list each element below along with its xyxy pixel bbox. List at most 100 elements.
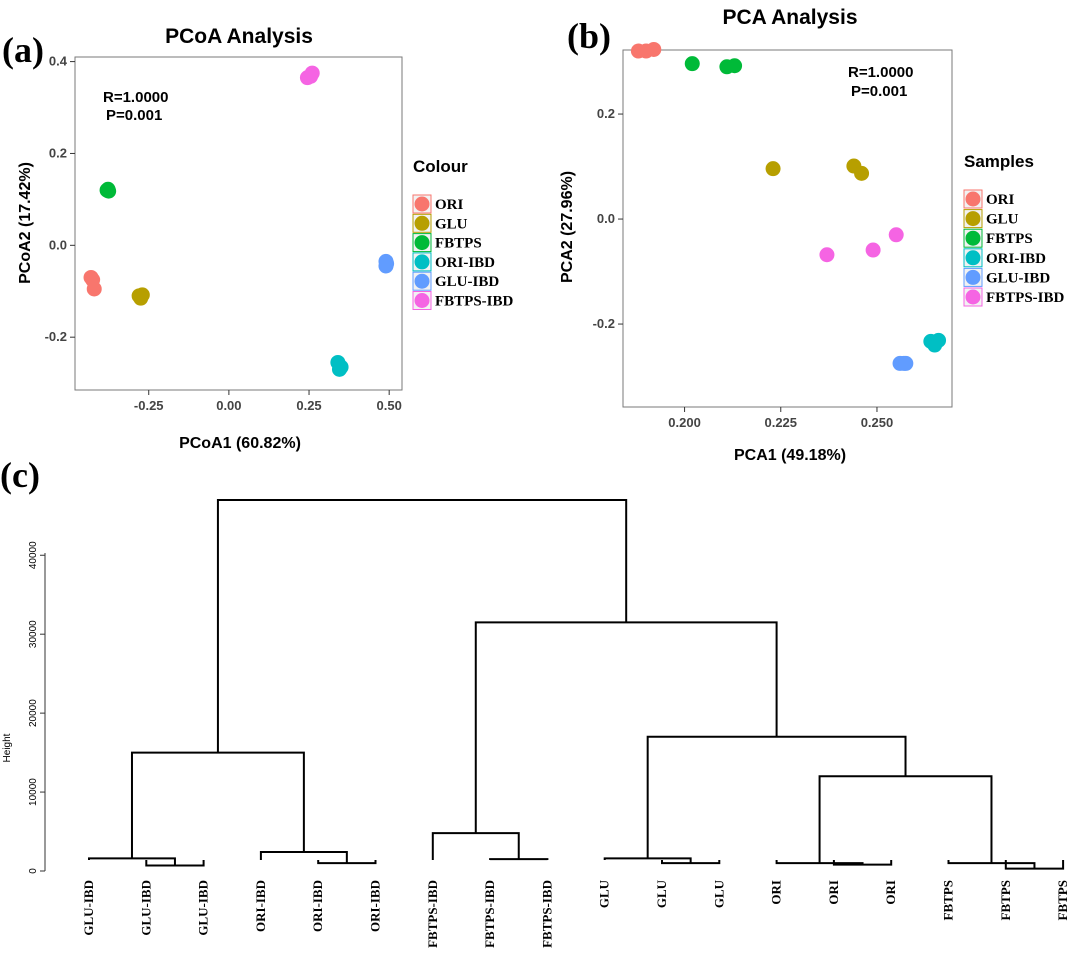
dendrogram-leaf-label: ORI-IBD bbox=[310, 880, 325, 932]
pcoa-legend-title: Colour bbox=[413, 157, 468, 176]
pcoa-point-fbtps bbox=[100, 181, 116, 197]
pcoa-point-ori-ibd bbox=[333, 359, 349, 375]
pcoa-legend-swatch-fbtps-ibd bbox=[414, 293, 430, 308]
pcoa-point-glu bbox=[133, 290, 149, 306]
pcoa-x-tick-label: 0.00 bbox=[216, 398, 241, 413]
pcoa-legend-label-fbtps: FBTPS bbox=[435, 236, 482, 252]
pca-chart: PCA Analysis 0.200 0.225 0.250 -0.2 0.0 0.2 R… bbox=[559, 6, 1065, 464]
pca-point-fbtps-ibd bbox=[865, 242, 881, 258]
dendrogram-link bbox=[216, 499, 628, 753]
pca-x-tick-label: 0.250 bbox=[861, 415, 894, 430]
dendrogram-link bbox=[646, 735, 907, 859]
pca-legend-label-glu: GLU bbox=[986, 212, 1019, 228]
pca-y-tick-label: -0.2 bbox=[593, 316, 615, 331]
pcoa-legend-label-glu: GLU bbox=[435, 216, 468, 232]
pcoa-y-axis-title: PCoA2 (17.42%) bbox=[17, 162, 34, 284]
pcoa-legend-swatch-ori bbox=[414, 196, 430, 212]
pcoa-chart: PCoA Analysis -0.25 0.00 0.25 0.50 -0.2 0.0 0.… bbox=[17, 25, 514, 452]
pcoa-marks: -0.25 0.00 0.25 0.50 -0.2 0.0 0.2 0.4 bbox=[45, 54, 402, 413]
dendrogram-leaf-label: ORI-IBD bbox=[253, 880, 268, 932]
dendrogram-link bbox=[130, 751, 305, 859]
pca-p-value: P=0.001 bbox=[851, 83, 907, 100]
dendrogram-y-tick-label: 20000 bbox=[28, 699, 39, 727]
pca-title: PCA Analysis bbox=[723, 6, 858, 29]
pcoa-legend-label-glu-ibd: GLU-IBD bbox=[435, 274, 499, 290]
dendrogram-y-tick-label: 30000 bbox=[28, 620, 39, 648]
dendrogram-y-tick-label: 40000 bbox=[28, 541, 39, 569]
dendrogram-leaf-label: FBTPS bbox=[941, 880, 956, 920]
dendrogram-leaf-label: GLU-IBD bbox=[196, 880, 211, 936]
dendrogram-links bbox=[88, 499, 1065, 870]
dendrogram-link bbox=[1004, 860, 1065, 870]
pcoa-legend-label-ori: ORI bbox=[435, 197, 464, 213]
pcoa-legend-swatch-glu-ibd bbox=[414, 273, 430, 289]
dendrogram-leaf-label: ORI-IBD bbox=[368, 880, 383, 932]
pcoa-x-tick-label: 0.25 bbox=[296, 398, 321, 413]
pca-point-ori bbox=[646, 41, 662, 57]
dendrogram-leaf-label: FBTPS-IBD bbox=[482, 880, 497, 948]
pcoa-title: PCoA Analysis bbox=[165, 25, 313, 48]
pcoa-x-tick-label: 0.50 bbox=[377, 398, 402, 413]
pcoa-legend-label-fbtps-ibd: FBTPS-IBD bbox=[435, 294, 514, 310]
pcoa-x-axis-title: PCoA1 (60.82%) bbox=[179, 435, 301, 452]
dendrogram-y-axis-title: Height bbox=[2, 733, 13, 762]
pca-y-tick-label: 0.0 bbox=[597, 211, 615, 226]
pca-x-axis-title: PCA1 (49.18%) bbox=[734, 447, 846, 464]
pca-point-glu-ibd bbox=[898, 355, 914, 371]
pca-legend-label-ori: ORI bbox=[986, 192, 1015, 208]
dendrogram-leaf-label: GLU-IBD bbox=[81, 880, 96, 936]
pca-legend-label-glu-ibd: GLU-IBD bbox=[986, 270, 1050, 286]
pcoa-p-value: P=0.001 bbox=[106, 107, 162, 124]
dendrogram-link bbox=[818, 775, 993, 864]
dendrogram-y-tick-label: 0 bbox=[28, 868, 39, 874]
dendrogram-y-ticks: 0 10000 20000 30000 40000 bbox=[28, 541, 45, 874]
pca-point-fbtps-ibd bbox=[888, 227, 904, 243]
pca-legend-swatch-fbtps bbox=[965, 230, 981, 246]
pca-x-tick-label: 0.225 bbox=[764, 415, 797, 430]
pca-legend-label-ori-ibd: ORI-IBD bbox=[986, 251, 1046, 267]
pcoa-legend-swatch-glu bbox=[414, 215, 430, 231]
pcoa-x-tick-label: -0.25 bbox=[134, 398, 164, 413]
pca-point-glu bbox=[765, 161, 781, 177]
pcoa-y-tick-label: 0.0 bbox=[49, 237, 67, 252]
dendrogram-leaf-label: FBTPS-IBD bbox=[539, 880, 554, 948]
pca-point-fbtps bbox=[727, 58, 743, 74]
pca-r-value: R=1.0000 bbox=[848, 64, 913, 81]
dendrogram-link bbox=[489, 858, 549, 861]
dendrogram-leaf-label: GLU bbox=[654, 879, 669, 908]
pca-point-fbtps bbox=[684, 56, 700, 72]
pca-legend-swatch-glu bbox=[965, 211, 981, 227]
panel-label-c: (c) bbox=[0, 455, 40, 495]
dendrogram-leaf-label: GLU-IBD bbox=[138, 880, 153, 936]
pcoa-legend: ORI GLU FBTPS ORI-IBD GLU-IBD FBTPS-IBD bbox=[412, 194, 514, 310]
pca-legend-swatch-ori bbox=[965, 191, 981, 207]
dendrogram-leaf-labels: GLU-IBD GLU-IBD GLU-IBD ORI-IBD ORI-IBD ORI-I… bbox=[81, 879, 1070, 948]
dendrogram-leaf-label: GLU bbox=[711, 879, 726, 908]
pca-legend: ORI GLU FBTPS ORI-IBD GLU-IBD FBTPS-IBD bbox=[963, 189, 1065, 307]
pcoa-legend-swatch-fbtps bbox=[414, 235, 430, 251]
pca-point-fbtps-ibd bbox=[819, 247, 835, 263]
dendrogram-link bbox=[431, 832, 520, 860]
pca-y-tick-label: 0.2 bbox=[597, 106, 615, 121]
pcoa-y-tick-label: 0.2 bbox=[49, 145, 67, 160]
pcoa-point-ori bbox=[86, 281, 102, 297]
pca-plot-frame bbox=[622, 49, 953, 408]
pcoa-point-glu-ibd bbox=[379, 256, 395, 272]
dendrogram-leaf-label: FBTPS-IBD bbox=[425, 880, 440, 948]
pca-point-ori-ibd bbox=[931, 332, 947, 348]
pcoa-r-value: R=1.0000 bbox=[103, 89, 168, 106]
pca-y-axis-title: PCA2 (27.96%) bbox=[559, 171, 576, 283]
dendrogram-leaf-label: ORI bbox=[769, 880, 784, 905]
dendrogram-link bbox=[259, 851, 348, 864]
dendrogram-y-tick-label: 10000 bbox=[28, 778, 39, 806]
pca-legend-label-fbtps-ibd: FBTPS-IBD bbox=[986, 290, 1065, 306]
dendrogram-leaf-label: FBTPS bbox=[998, 880, 1013, 920]
dendrogram-link bbox=[474, 621, 778, 834]
pca-legend-swatch-fbtps-ibd bbox=[965, 289, 981, 305]
dendrogram-leaf-label: ORI bbox=[826, 880, 841, 905]
pcoa-y-tick-label: -0.2 bbox=[45, 329, 67, 344]
pca-point-glu bbox=[854, 165, 870, 181]
panel-label-b: (b) bbox=[567, 16, 611, 56]
